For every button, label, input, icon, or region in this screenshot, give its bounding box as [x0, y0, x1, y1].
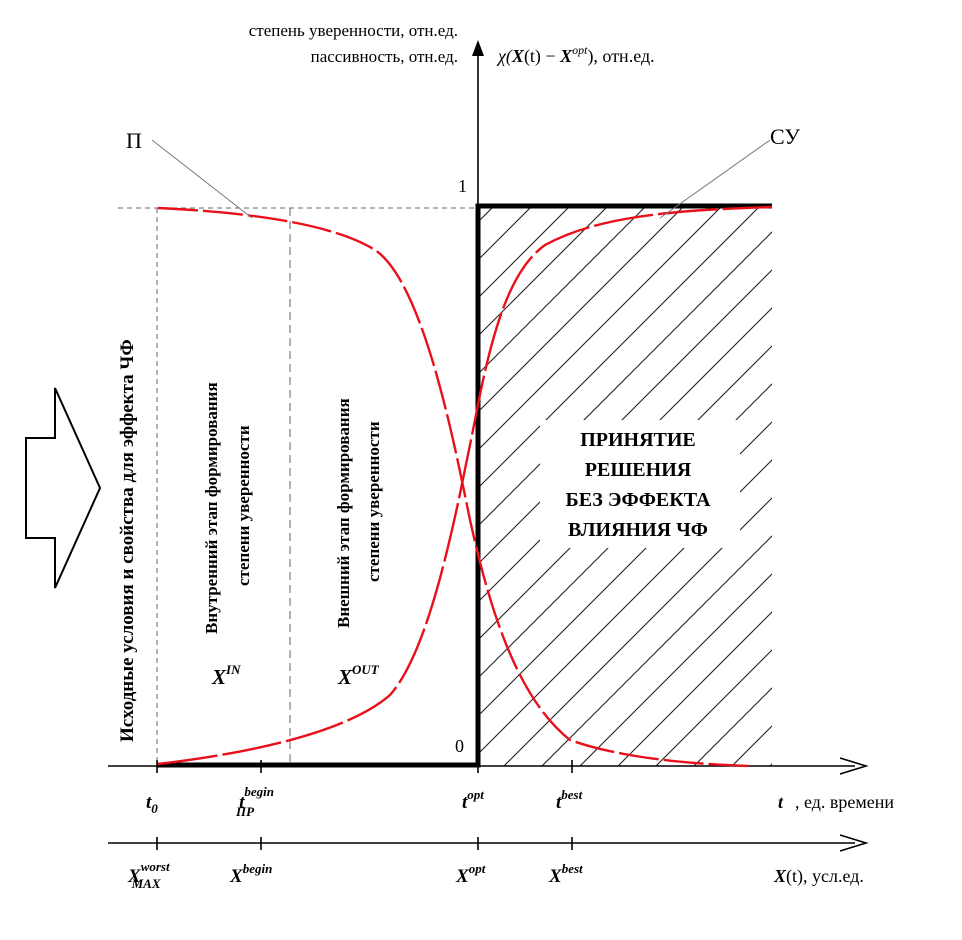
x-axis-label: X(t), усл.ед. [773, 866, 864, 887]
xbegin-label: Xbegin [229, 861, 272, 887]
decision-line1: ПРИНЯТИЕ [580, 429, 696, 451]
passivity-curve [157, 206, 751, 768]
tick-one: 1 [458, 176, 467, 196]
x-out-label: XOUT [337, 662, 380, 689]
y-axis-arrow-icon [472, 40, 484, 56]
hatch-line [478, 459, 772, 755]
tick-zero: 0 [455, 736, 464, 756]
hatch-line [655, 649, 772, 766]
tbegin-label: tbegin ПР [235, 784, 274, 819]
xworst-label: Xworst MAX [127, 859, 170, 891]
t0-label: t0 [146, 792, 158, 816]
hatch-line [769, 763, 772, 766]
external-stage-label-line1: Внешний этап формирования [334, 398, 353, 628]
initial-conditions-label: Исходные условия и свойства для эффекта … [117, 339, 138, 742]
tbest-label: tbest [556, 787, 583, 813]
confidence-label: СУ [770, 124, 800, 149]
external-stage-label-line2: степени уверенности [364, 421, 383, 582]
decision-region-hatch [478, 206, 962, 766]
hatch-line [731, 725, 772, 766]
y-right-label: χ(X(t) − Xopt), отн.ед. [496, 43, 655, 67]
t-axis-label: t, ед. времени [778, 792, 894, 812]
hatch-line [617, 611, 772, 766]
passivity-label: П [126, 128, 142, 153]
confidence-leader-line [659, 139, 771, 219]
hatch-line [808, 206, 962, 766]
hatch-line [478, 208, 683, 413]
internal-stage-label-line2: степени уверенности [234, 425, 253, 586]
x-axis-arrow-icon [839, 834, 869, 852]
xopt-label: Xopt [455, 861, 486, 887]
hatch-line [503, 497, 772, 766]
hatch-line [478, 208, 645, 375]
passivity-leader-line [151, 139, 253, 219]
hatch-line [922, 206, 962, 766]
confidence-curve [157, 205, 773, 766]
hatch-line [884, 206, 962, 766]
y-left-label-line1: степень уверенности, отн.ед. [249, 21, 458, 40]
decision-text-box [540, 420, 740, 548]
block-arrow-icon [25, 387, 102, 589]
t-axis-arrow-icon [839, 757, 869, 775]
hatch-line [541, 535, 772, 766]
topt-label: topt [462, 787, 484, 813]
hatch-line [846, 206, 962, 766]
hatch-line [579, 573, 772, 766]
decision-line3: БЕЗ ЭФФЕКТА [565, 489, 711, 511]
hatch-line [478, 231, 772, 527]
decision-line4: ВЛИЯНИЯ ЧФ [568, 519, 708, 541]
x-in-label: XIN [211, 662, 241, 689]
hatch-line [478, 208, 721, 451]
xbest-label: Xbest [548, 861, 583, 887]
decision-line2: РЕШЕНИЯ [585, 459, 692, 481]
step-function-chi [157, 203, 772, 768]
y-left-label-line2: пассивность, отн.ед. [311, 47, 458, 66]
hatch-line [478, 208, 607, 337]
internal-stage-label-line1: Внутренний этап формирования [202, 382, 221, 634]
